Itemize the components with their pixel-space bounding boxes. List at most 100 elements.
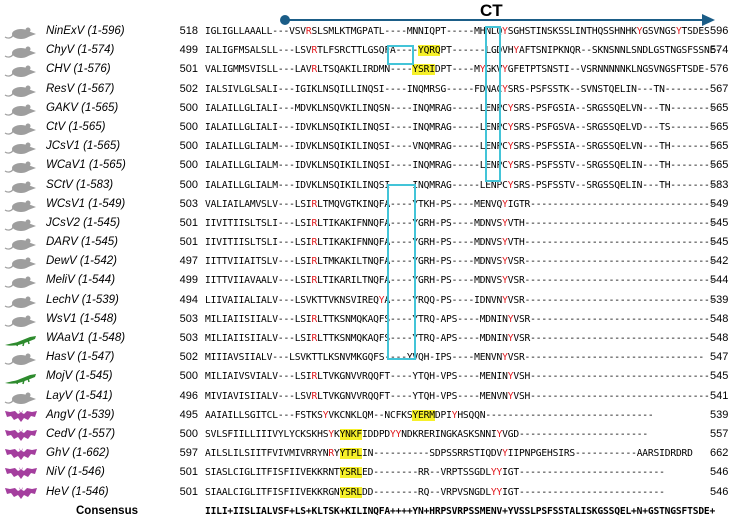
residues: IGLIGLLAAALL---VSV xyxy=(205,26,306,37)
sequence: MILIAIVSVIALV---LSIRLTVKGNVVRQQFT----YTQ… xyxy=(205,367,710,386)
residues: VSR---------------------------------- xyxy=(508,295,715,306)
sequence: MIVIAVISIIALV---LSVRLTVKGNVVRQQFT----YTQ… xyxy=(205,387,710,406)
residues: IALAILLGLIALM---IDVKLNSQIKILINQSI----INQ… xyxy=(205,180,508,191)
start-position: 497 xyxy=(168,252,198,271)
virus-name: CHV (1-576) xyxy=(46,60,111,79)
rodent-icon xyxy=(4,101,38,117)
rodent-icon xyxy=(4,24,38,40)
sequence: IIVITIISLTSLI---LSIRLTIKAKIFNNQFA----YGR… xyxy=(205,233,715,252)
residues: GFETPTSNSTI--VSRNNNNNKLNGSVNGSFTSDE- xyxy=(508,64,710,75)
residues: IALSIVLGLSALI---IGIKLNSQILLINQSI----INQM… xyxy=(205,84,502,95)
bat-icon xyxy=(4,465,38,481)
residues: LTTKSNMQKAQFS----YTRQ-APS----MDNIN xyxy=(317,333,508,344)
alignment-row: ResV (1-567) 502 IALSIVLGLSALI---IGIKLNSQI… xyxy=(0,80,741,99)
residues: VTH---------------------------------- xyxy=(508,237,715,248)
start-position: 502 xyxy=(168,348,198,367)
residues: SRS-PSFGSVA--SRGSSQELVD---TS-------- xyxy=(513,122,715,133)
start-position: 503 xyxy=(168,310,198,329)
start-position: 500 xyxy=(168,367,198,386)
start-position: 518 xyxy=(168,22,198,41)
yellow-motif: YQRQ xyxy=(418,45,440,56)
residues: LTIKAKIFNNQFA----YGRH-PS----MDNVS xyxy=(317,237,502,248)
rodent-icon xyxy=(4,216,38,232)
virus-name: DARV (1-545) xyxy=(46,233,118,252)
residues: VSR---------------------------------- xyxy=(508,275,715,286)
end-position: 544 xyxy=(710,271,728,290)
end-position: 596 xyxy=(710,22,728,41)
alignment-row: GAKV (1-565) 500 IALAILLGLIALI---MDVKLNSQV… xyxy=(0,99,741,118)
alignment-row: WCsV1 (1-549) 503 VALIAILAMVSLV---LSIRLTMQ… xyxy=(0,195,741,214)
residues: Y xyxy=(334,448,340,459)
start-position: 500 xyxy=(168,137,198,156)
end-position: 546 xyxy=(710,483,728,502)
virus-name: ResV (1-567) xyxy=(46,80,114,99)
start-position: 500 xyxy=(168,176,198,195)
residues: VSR-------------------------------- xyxy=(513,314,709,325)
residues: IIVITIISLTSLI---LSI xyxy=(205,218,312,229)
sequence: LIIVAIIALIALV---LSVKTTVKNSVIREQYA----YRQ… xyxy=(205,291,715,310)
start-position: 494 xyxy=(168,291,198,310)
end-position: 548 xyxy=(710,329,728,348)
residues: IITTVIIAITSLV---LSI xyxy=(205,256,312,267)
virus-name: WsV1 (1-548) xyxy=(46,310,117,329)
residues: MILIAIISIIALV---LSI xyxy=(205,314,312,325)
residues: DD--------RQ--VRPVSNGDL xyxy=(362,487,491,498)
end-position: 565 xyxy=(710,137,728,156)
end-position: 565 xyxy=(710,118,728,137)
rodent-icon xyxy=(4,82,38,98)
alignment-row: NiV (1-546) 501 SIASLCIGLITFISFIIVEKKRNTYS… xyxy=(0,463,741,482)
end-position: 557 xyxy=(710,425,728,444)
alignment-row: MeliV (1-544) 499 IITTVIIAVAALV---LSIRLTIK… xyxy=(0,271,741,290)
residues: LTIKARILTNQFA----YGRH-PS----MDNVS xyxy=(317,275,502,286)
rodent-icon xyxy=(4,158,38,174)
consensus-row: Consensus IILI+IISLIALVSF+LS+KLTSK+KILINQ… xyxy=(0,502,741,521)
sequence: MILIAIISIIALV---LSIRLTTKSNMQKAQFS----YTR… xyxy=(205,310,710,329)
rodent-icon xyxy=(4,235,38,251)
start-position: 495 xyxy=(168,406,198,425)
start-position: 502 xyxy=(168,80,198,99)
residues: VTH---------------------------------- xyxy=(508,218,715,229)
bat-icon xyxy=(4,427,38,443)
residues: IALAILLGLIALI---IDVKLNSQIKILINQSI----INQ… xyxy=(205,122,508,133)
sequence: IGLIGLLAAALL---VSVRSLSMLKTMGPATL----MNNI… xyxy=(205,22,710,41)
alignment-row: DewV (1-542) 497 IITTVIIAITSLV---LSIRLTMKA… xyxy=(0,252,741,271)
alignment-row: DARV (1-545) 501 IIVITIISLTSLI---LSIRLTIKA… xyxy=(0,233,741,252)
sequence: MILIAIISIIALV---LSIRLTTKSNMQKAQFS----YTR… xyxy=(205,329,710,348)
residues: VALIAILAMVSLV---LSI xyxy=(205,199,312,210)
virus-name: MeliV (1-544) xyxy=(46,271,115,290)
residues: HSQQN------------------------------ xyxy=(457,410,653,421)
residues: AFTSNIPKNQR--SKNSNNLSNDLGSTNGSFSSNE- xyxy=(519,45,721,56)
residues: IGT-------------------------- xyxy=(502,467,665,478)
start-position: 500 xyxy=(168,425,198,444)
start-position: 501 xyxy=(168,233,198,252)
virus-name: NiV (1-546) xyxy=(46,463,105,482)
sequence: IIVITIISLTSLI---LSIRLTIKAKIFNNQFA----YGR… xyxy=(205,214,715,233)
rodent-icon xyxy=(4,389,38,405)
virus-name: HeV (1-546) xyxy=(46,483,109,502)
residues: SGHSTINSKSSLINTHQSSHNHK xyxy=(508,26,637,37)
virus-name: LechV (1-539) xyxy=(46,291,119,310)
residues: K xyxy=(334,429,340,440)
virus-name: LayV (1-541) xyxy=(46,387,112,406)
residues: SIAALCIGLITFISFIIVEKKRGN xyxy=(205,487,340,498)
rodent-icon xyxy=(4,139,38,155)
red-residue: YY xyxy=(491,467,502,478)
residues: LIIVAIIALIALV---LSVKTTVKNSVIREQ xyxy=(205,295,379,306)
alignment-row: CedV (1-557) 500 SVLSFIILLIIIVYLYCKSKHSYKY… xyxy=(0,425,741,444)
rodent-icon xyxy=(4,293,38,309)
start-position: 499 xyxy=(168,271,198,290)
sequence: AAIAILLSGITCL---FSTKSYVKCNKLQM--NCFKSYER… xyxy=(205,406,654,425)
start-position: 503 xyxy=(168,329,198,348)
residues: IALIGFMSALSLL---LSV xyxy=(205,45,312,56)
residues: SRS-PSFSSTV--SRGSSQELIN---TH-------- xyxy=(513,180,715,191)
residues: SIASLCIGLITFISFIIVEKKRNT xyxy=(205,467,340,478)
end-position: 547 xyxy=(710,348,728,367)
residues: GKV xyxy=(485,64,502,75)
virus-name: WAaV1 (1-548) xyxy=(46,329,125,348)
residues: AILSLILSIITFVIVMIVRRYN xyxy=(205,448,328,459)
alignment-row: LayV (1-541) 496 MIVIAVISIIALV---LSVRLTVKG… xyxy=(0,387,741,406)
start-position: 597 xyxy=(168,444,198,463)
residues: MILIAIVSVIALV---LSI xyxy=(205,371,312,382)
yellow-motif: YERM xyxy=(412,410,434,421)
alignment-row: WsV1 (1-548) 503 MILIAIISIIALV---LSIRLTTKS… xyxy=(0,310,741,329)
